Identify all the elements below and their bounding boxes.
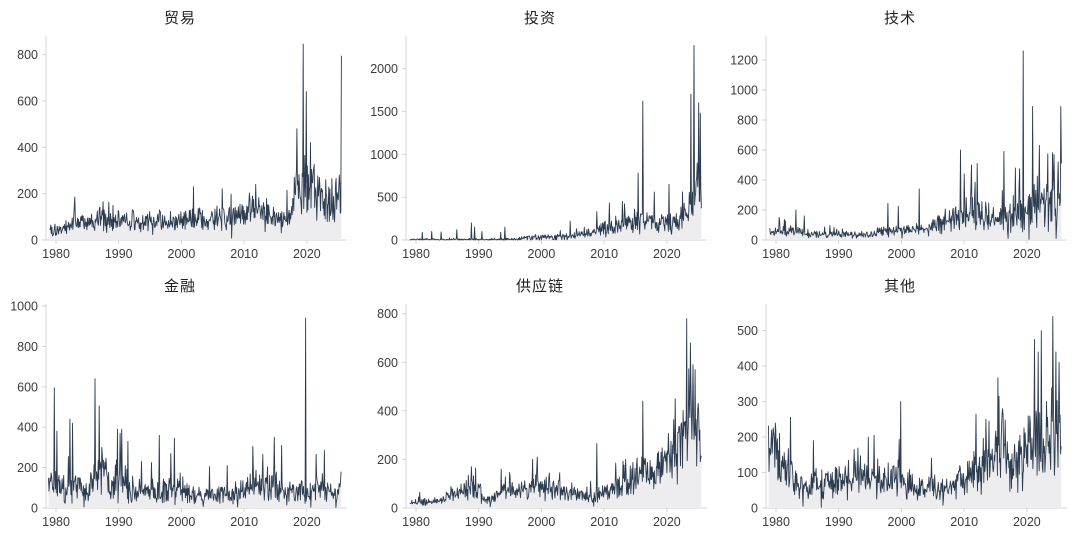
y-tick-label: 800 <box>377 307 398 321</box>
chart-title-supply-chain: 供应链 <box>515 278 564 295</box>
y-tick-label: 800 <box>17 48 38 62</box>
series-line <box>48 317 342 509</box>
y-tick-label: 400 <box>377 404 398 418</box>
chart-supply-chain: 供应链 0 200 400 600 800 1980 1990 2000 2010 2020 <box>360 268 720 537</box>
chart-investment: 投资 0 500 1000 1500 2000 1980 1990 2000 2010 2020 <box>360 0 720 268</box>
x-tick-label: 2000 <box>168 247 196 261</box>
y-tick-label: 2000 <box>370 62 398 76</box>
series-line <box>768 315 1062 508</box>
x-tick-label: 2000 <box>528 247 556 261</box>
y-tick-label: 1000 <box>10 300 38 314</box>
x-tick-label: 2020 <box>1013 247 1041 261</box>
y-tick-label: 200 <box>737 204 758 218</box>
x-tick-label: 2010 <box>950 515 978 529</box>
y-tick-label: 200 <box>737 431 758 445</box>
y-tick-label: 100 <box>737 466 758 480</box>
y-tick-label: 1500 <box>370 105 398 119</box>
chart-other: 其他 0 100 200 300 400 500 1980 1990 2000 2010 2020 <box>720 268 1080 537</box>
x-tick-label: 2010 <box>950 247 978 261</box>
y-tick-label: 800 <box>737 114 758 128</box>
x-tick-label: 1990 <box>465 515 493 529</box>
x-tick-label: 1980 <box>42 247 70 261</box>
series-line <box>409 318 702 508</box>
y-tick-label: 0 <box>751 502 758 516</box>
x-tick-label: 2020 <box>653 247 681 261</box>
supply-chain-plot: 0 200 400 600 800 1980 1990 2000 2010 2020 <box>377 304 707 529</box>
x-tick-label: 1980 <box>402 515 430 529</box>
x-tick-label: 1990 <box>825 247 853 261</box>
x-tick-label: 1990 <box>105 247 133 261</box>
x-tick-label: 1990 <box>105 515 133 529</box>
series-line <box>49 43 342 239</box>
y-tick-label: 0 <box>31 234 38 248</box>
x-tick-label: 1990 <box>825 515 853 529</box>
y-tick-label: 1200 <box>730 54 758 68</box>
x-tick-label: 2010 <box>590 247 618 261</box>
technology-plot: 0 200 400 600 800 1000 1200 1980 1990 2000 2010 202… <box>730 36 1067 261</box>
x-tick-label: 2010 <box>230 247 258 261</box>
trade-plot: 0 200 400 600 800 1980 1990 2000 2010 2020 <box>17 36 347 261</box>
y-tick-label: 500 <box>377 191 398 205</box>
chart-technology: 技术 0 200 400 600 800 1000 1200 1980 1990 2000 2010… <box>720 0 1080 268</box>
chart-title-finance: 金融 <box>163 278 196 295</box>
x-tick-label: 1980 <box>762 515 790 529</box>
y-tick-label: 600 <box>737 144 758 158</box>
y-tick-label: 0 <box>391 502 398 516</box>
x-tick-label: 2020 <box>1013 515 1041 529</box>
x-tick-label: 2010 <box>590 515 618 529</box>
y-tick-label: 400 <box>17 141 38 155</box>
y-tick-label: 400 <box>737 174 758 188</box>
y-tick-label: 1000 <box>370 148 398 162</box>
y-tick-label: 0 <box>751 234 758 248</box>
y-tick-label: 600 <box>17 380 38 394</box>
y-tick-label: 1000 <box>730 84 758 98</box>
y-tick-label: 0 <box>391 234 398 248</box>
x-tick-label: 2020 <box>293 515 321 529</box>
x-tick-label: 2000 <box>528 515 556 529</box>
series-area <box>409 45 702 241</box>
series-line <box>409 44 702 241</box>
chart-title-investment: 投资 <box>523 10 556 27</box>
axes: 0 200 400 600 800 1980 1990 2000 2010 2020 <box>377 304 707 529</box>
finance-plot: 0 200 400 600 800 1000 1980 1990 2000 2010 2020 <box>10 300 347 529</box>
y-tick-label: 0 <box>31 502 38 516</box>
y-tick-label: 400 <box>737 360 758 374</box>
y-tick-label: 600 <box>377 356 398 370</box>
x-tick-label: 2010 <box>230 515 258 529</box>
x-tick-label: 2020 <box>293 247 321 261</box>
chart-title-other: 其他 <box>883 278 916 295</box>
y-tick-label: 400 <box>17 421 38 435</box>
y-tick-label: 200 <box>377 453 398 467</box>
series-area <box>409 318 702 508</box>
series-line <box>769 50 1062 240</box>
series-area <box>49 44 342 240</box>
axes: 0 200 400 600 800 1000 1200 1980 1990 2000 2010 202… <box>730 36 1067 261</box>
x-tick-label: 1980 <box>402 247 430 261</box>
y-tick-label: 500 <box>737 324 758 338</box>
x-tick-label: 2020 <box>653 515 681 529</box>
chart-title-trade: 贸易 <box>163 10 196 27</box>
x-tick-label: 1980 <box>762 247 790 261</box>
y-tick-label: 600 <box>17 94 38 108</box>
other-plot: 0 100 200 300 400 500 1980 1990 2000 2010 2020 <box>737 304 1067 529</box>
investment-plot: 0 500 1000 1500 2000 1980 1990 2000 2010 2020 <box>370 36 707 261</box>
y-tick-label: 200 <box>17 461 38 475</box>
y-tick-label: 800 <box>17 340 38 354</box>
x-tick-label: 1980 <box>42 515 70 529</box>
chart-trade: 贸易 0 200 400 600 800 1980 1990 2000 2010 2020 <box>0 0 360 268</box>
axes: 0 200 400 600 800 1980 1990 2000 2010 2020 <box>17 36 347 261</box>
y-tick-label: 200 <box>17 187 38 201</box>
y-tick-label: 300 <box>737 395 758 409</box>
x-tick-label: 2000 <box>888 515 916 529</box>
chart-finance: 金融 0 200 400 600 800 1000 1980 1990 2000 2010 2020 <box>0 268 360 537</box>
x-tick-label: 2000 <box>888 247 916 261</box>
chart-title-technology: 技术 <box>883 10 916 27</box>
x-tick-label: 2000 <box>168 515 196 529</box>
x-tick-label: 1990 <box>465 247 493 261</box>
